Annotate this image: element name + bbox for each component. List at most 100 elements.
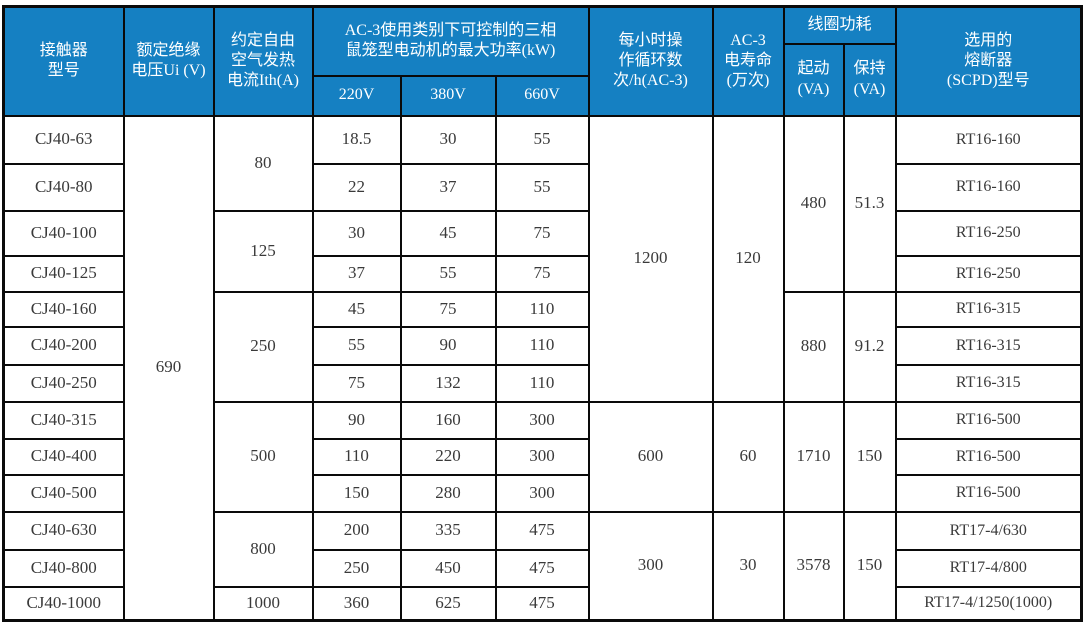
cell-power-220v: 37 xyxy=(311,254,402,293)
cell-power-220v: 90 xyxy=(311,400,402,440)
table-header: 接触器 型号 额定绝缘 电压Ui (V) 约定自由 空气发热 电流Ith(A) … xyxy=(2,5,1083,117)
cell-power-660v: 300 xyxy=(494,473,590,513)
cell-power-380v: 30 xyxy=(399,114,497,165)
header-thermal-current: 约定自由 空气发热 电流Ith(A) xyxy=(212,5,314,117)
cell-fuse: RT16-315 xyxy=(894,290,1083,328)
table-row: CJ40-500 150 280 300 RT16-500 xyxy=(2,473,1083,513)
table-row: CJ40-63 690 80 18.5 30 55 1200 120 480 5… xyxy=(2,114,1083,622)
cell-power-660v: 475 xyxy=(494,510,590,551)
cell-power-660v: 55 xyxy=(494,114,590,165)
cell-power-220v: 250 xyxy=(311,548,402,588)
table-row: CJ40-800 250 450 475 RT17-4/800 xyxy=(2,548,1083,588)
cell-model: CJ40-800 xyxy=(2,548,125,588)
cell-thermal-current: 250 xyxy=(212,290,314,403)
cell-power-380v: 55 xyxy=(399,254,497,293)
cell-power-380v: 625 xyxy=(399,585,497,622)
contactor-spec-table: 接触器 型号 额定绝缘 电压Ui (V) 约定自由 空气发热 电流Ith(A) … xyxy=(2,5,1084,622)
header-coil-hold: 保持 (VA) xyxy=(842,42,897,117)
cell-electrical-life: 30 xyxy=(711,510,785,622)
table-body: CJ40-63 690 80 18.5 30 55 1200 120 480 5… xyxy=(2,114,1083,622)
cell-model: CJ40-200 xyxy=(2,325,125,366)
header-insulation-voltage: 额定绝缘 电压Ui (V) xyxy=(122,5,215,117)
cell-power-220v: 150 xyxy=(311,473,402,513)
cell-model: CJ40-400 xyxy=(2,437,125,476)
cell-coil-start: 880 xyxy=(782,290,845,403)
cell-model: CJ40-80 xyxy=(2,162,125,212)
cell-cycles: 300 xyxy=(587,510,714,622)
table-row: CJ40-100 125 30 45 75 RT16-250 xyxy=(2,209,1083,293)
cell-power-660v: 300 xyxy=(494,437,590,476)
cell-fuse: RT16-500 xyxy=(894,400,1083,440)
header-cycles: 每小时操 作循环数 次/h(AC-3) xyxy=(587,5,714,117)
table-row: CJ40-630 800 200 335 475 300 30 3578 150… xyxy=(2,510,1083,622)
cell-power-660v: 300 xyxy=(494,400,590,440)
cell-power-220v: 22 xyxy=(311,162,402,212)
cell-model: CJ40-500 xyxy=(2,473,125,513)
header-380v: 380V xyxy=(399,74,497,117)
table-row: CJ40-200 55 90 110 RT16-315 xyxy=(2,325,1083,366)
cell-coil-start: 1710 xyxy=(782,400,845,513)
cell-power-220v: 200 xyxy=(311,510,402,551)
cell-insulation-voltage: 690 xyxy=(122,114,215,622)
cell-power-380v: 160 xyxy=(399,400,497,440)
header-coil-start: 起动 (VA) xyxy=(782,42,845,117)
cell-fuse: RT17-4/1250(1000) xyxy=(894,585,1083,622)
cell-power-380v: 335 xyxy=(399,510,497,551)
cell-fuse: RT16-250 xyxy=(894,254,1083,293)
table-row: CJ40-160 250 45 75 110 880 91.2 RT16-315 xyxy=(2,290,1083,403)
cell-thermal-current: 80 xyxy=(212,114,314,212)
cell-power-380v: 450 xyxy=(399,548,497,588)
cell-cycles: 600 xyxy=(587,400,714,513)
header-electrical-life: AC-3 电寿命 (万次) xyxy=(711,5,785,117)
cell-coil-start: 480 xyxy=(782,114,845,293)
cell-thermal-current: 125 xyxy=(212,209,314,293)
cell-power-660v: 110 xyxy=(494,363,590,403)
cell-model: CJ40-160 xyxy=(2,290,125,328)
cell-coil-hold: 91.2 xyxy=(842,290,897,403)
cell-power-220v: 110 xyxy=(311,437,402,476)
table-row: CJ40-400 110 220 300 RT16-500 xyxy=(2,437,1083,476)
header-fuse: 选用的 熔断器 (SCPD)型号 xyxy=(894,5,1083,117)
cell-power-380v: 75 xyxy=(399,290,497,328)
cell-power-660v: 475 xyxy=(494,585,590,622)
cell-coil-hold: 51.3 xyxy=(842,114,897,293)
cell-model: CJ40-315 xyxy=(2,400,125,440)
cell-power-220v: 75 xyxy=(311,363,402,403)
cell-model: CJ40-125 xyxy=(2,254,125,293)
header-model: 接触器 型号 xyxy=(2,5,125,117)
cell-model: CJ40-63 xyxy=(2,114,125,165)
header-220v: 220V xyxy=(311,74,402,117)
cell-fuse: RT16-160 xyxy=(894,162,1083,212)
cell-power-220v: 18.5 xyxy=(311,114,402,165)
cell-model: CJ40-250 xyxy=(2,363,125,403)
cell-power-660v: 75 xyxy=(494,209,590,257)
cell-power-220v: 30 xyxy=(311,209,402,257)
cell-power-660v: 55 xyxy=(494,162,590,212)
cell-thermal-current: 800 xyxy=(212,510,314,588)
cell-power-660v: 110 xyxy=(494,290,590,328)
cell-fuse: RT16-500 xyxy=(894,473,1083,513)
cell-cycles: 1200 xyxy=(587,114,714,403)
cell-model: CJ40-630 xyxy=(2,510,125,551)
table-row: CJ40-250 75 132 110 RT16-315 xyxy=(2,363,1083,403)
cell-coil-start: 3578 xyxy=(782,510,845,622)
cell-coil-hold: 150 xyxy=(842,510,897,622)
cell-power-660v: 110 xyxy=(494,325,590,366)
header-power-group: AC-3使用类别下可控制的三相 鼠笼型电动机的最大功率(kW) xyxy=(311,5,590,77)
table-row: CJ40-80 22 37 55 RT16-160 xyxy=(2,162,1083,212)
cell-power-380v: 280 xyxy=(399,473,497,513)
cell-electrical-life: 120 xyxy=(711,114,785,403)
cell-fuse: RT16-250 xyxy=(894,209,1083,257)
cell-thermal-current: 1000 xyxy=(212,585,314,622)
cell-model: CJ40-100 xyxy=(2,209,125,257)
cell-power-660v: 475 xyxy=(494,548,590,588)
table-row: CJ40-315 500 90 160 300 600 60 1710 150 … xyxy=(2,400,1083,513)
cell-fuse: RT16-500 xyxy=(894,437,1083,476)
cell-fuse: RT16-160 xyxy=(894,114,1083,165)
table-row: CJ40-125 37 55 75 RT16-250 xyxy=(2,254,1083,293)
cell-fuse: RT17-4/800 xyxy=(894,548,1083,588)
cell-electrical-life: 60 xyxy=(711,400,785,513)
cell-power-380v: 132 xyxy=(399,363,497,403)
cell-power-660v: 75 xyxy=(494,254,590,293)
